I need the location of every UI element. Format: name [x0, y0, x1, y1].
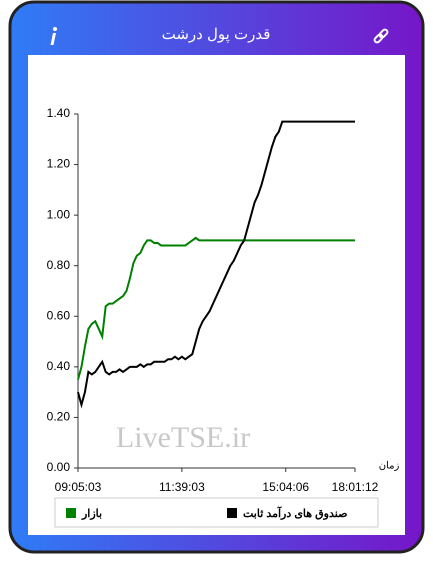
x-tick-label: 09:05:03: [55, 480, 102, 494]
line: [77, 120, 355, 409]
legend-swatch: [66, 508, 76, 518]
y-tick-label: 0.80: [47, 258, 71, 272]
link-icon[interactable]: [373, 28, 389, 44]
info-icon[interactable]: [50, 27, 58, 45]
x-tick-label: 18:01:12: [332, 480, 379, 494]
y-tick-label: 0.60: [47, 308, 71, 322]
header-title: قدرت پول درشت: [162, 26, 271, 43]
info-stem[interactable]: [50, 33, 57, 45]
y-tick-label: 0.20: [47, 410, 71, 424]
x-tick-label: 15:04:06: [262, 480, 309, 494]
link-part[interactable]: [378, 28, 389, 39]
legend-label: صندوق های درآمد ثابت: [243, 506, 347, 520]
legend-label: بازار: [81, 508, 102, 520]
y-tick-label: 0.00: [47, 460, 71, 474]
y-tick-label: 1.40: [47, 106, 71, 120]
legend-swatch: [227, 508, 237, 518]
info-dot[interactable]: [53, 27, 57, 31]
x-axis-label: زمان: [379, 461, 400, 472]
x-tick-label: 11:39:03: [159, 480, 205, 494]
y-tick-label: 1.00: [47, 207, 71, 221]
line: [77, 236, 355, 380]
watermark: LiveTSE.ir: [116, 421, 250, 454]
link-part[interactable]: [373, 33, 384, 44]
legend-box: [54, 497, 379, 528]
y-tick-label: 0.40: [47, 359, 71, 373]
y-tick-label: 1.20: [47, 157, 71, 171]
